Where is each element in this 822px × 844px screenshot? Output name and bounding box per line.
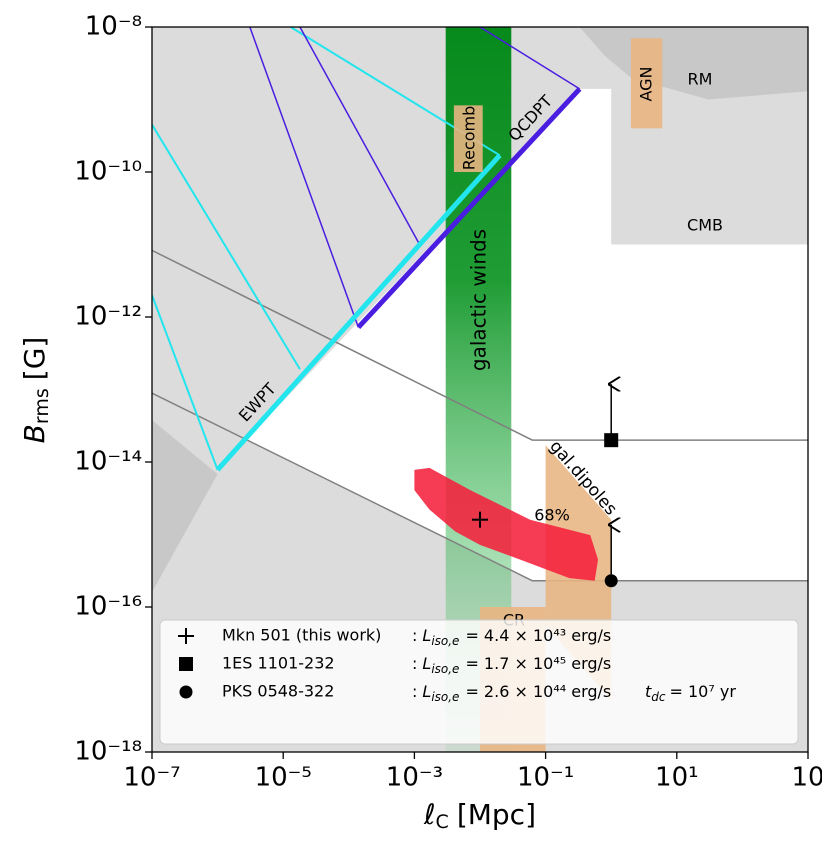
lum-text: = 2.6 × 10⁴⁴ erg/s bbox=[465, 682, 611, 701]
lum-symbol: L bbox=[422, 682, 431, 701]
extra-sub: dc bbox=[651, 690, 666, 704]
marker-square bbox=[604, 433, 619, 448]
y-tick-label: 10⁻¹² bbox=[74, 302, 142, 332]
constraint-line bbox=[152, 124, 301, 370]
lum-prefix: : bbox=[412, 682, 417, 701]
constraint-line bbox=[249, 27, 360, 328]
marker-plus bbox=[472, 511, 488, 528]
constraint-line bbox=[152, 249, 808, 441]
marker-circle bbox=[604, 574, 618, 588]
marker-circle bbox=[179, 685, 193, 699]
x-tick-label: 10¹ bbox=[655, 763, 699, 793]
lum-sub: iso,e bbox=[431, 634, 459, 648]
constraint-line bbox=[215, 153, 502, 472]
constraint-line bbox=[152, 392, 808, 582]
extra-symbol: t bbox=[645, 682, 652, 701]
plot-frame bbox=[151, 26, 809, 753]
constraint-region bbox=[152, 419, 218, 593]
legend-label: PKS 0548-322 bbox=[222, 682, 334, 701]
annotation: RM bbox=[688, 70, 713, 89]
x-unit: [Mpc] bbox=[457, 798, 536, 831]
x-axis-title: ℓC [Mpc] bbox=[423, 798, 536, 833]
y-symbol: B bbox=[18, 424, 51, 443]
x-tick-label: 10⁻⁷ bbox=[123, 763, 180, 793]
x-subscript: C bbox=[436, 811, 449, 833]
box-region bbox=[453, 105, 483, 172]
y-tick-label: 10⁻¹⁸ bbox=[74, 737, 142, 767]
legend-luminosity: : Liso,e = 1.7 × 10⁴⁵ erg/s bbox=[412, 654, 611, 676]
box-label: AGN bbox=[637, 66, 656, 101]
x-tick-label: 10⁻¹ bbox=[517, 763, 574, 793]
marker-plus bbox=[178, 628, 194, 644]
x-tick-label: 10⁻³ bbox=[386, 763, 443, 793]
lum-prefix: : bbox=[412, 654, 417, 673]
legend-label: 1ES 1101-232 bbox=[222, 654, 335, 673]
constraint-line bbox=[356, 87, 582, 330]
y-tick-label: 10⁻¹⁴ bbox=[74, 447, 142, 477]
y-tick-label: 10⁻⁸ bbox=[85, 12, 142, 42]
x-tick-label: 10 bbox=[791, 763, 822, 793]
y-axis-title: Brms [G] bbox=[18, 337, 53, 444]
lum-sub: iso,e bbox=[431, 662, 459, 676]
legend-luminosity: : Liso,e = 2.6 × 10⁴⁴ erg/s bbox=[412, 682, 611, 704]
x-tick-label: 10⁻⁵ bbox=[255, 763, 312, 793]
x-symbol: ℓ bbox=[423, 798, 436, 831]
box-label: Recomb bbox=[460, 106, 479, 171]
lum-text: = 1.7 × 10⁴⁵ erg/s bbox=[465, 654, 611, 673]
lum-symbol: L bbox=[422, 626, 431, 645]
constraint-line bbox=[152, 294, 219, 471]
overlay: Mkn 501 (this work): Liso,e = 4.4 × 10⁴³ e… bbox=[74, 12, 822, 793]
y-tick-label: 10⁻¹⁶ bbox=[74, 592, 142, 622]
patch bbox=[414, 467, 599, 581]
constraint-line bbox=[479, 27, 581, 90]
annotation: CMB bbox=[687, 216, 723, 235]
lum-text: = 4.4 × 10⁴³ erg/s bbox=[465, 626, 611, 645]
patch-label: 68% bbox=[534, 506, 570, 525]
y-tick-label: 10⁻¹⁰ bbox=[74, 157, 142, 187]
marker-square bbox=[179, 657, 193, 671]
lum-sub: iso,e bbox=[431, 690, 459, 704]
extra-text: = 10⁷ yr bbox=[670, 682, 737, 701]
constraint-line bbox=[299, 27, 421, 245]
lum-symbol: L bbox=[422, 654, 431, 673]
y-unit: [G] bbox=[18, 337, 51, 381]
legend-extra: tdc = 10⁷ yr bbox=[645, 682, 736, 704]
y-subscript: rms bbox=[31, 388, 53, 424]
legend-label: Mkn 501 (this work) bbox=[222, 626, 381, 645]
legend-luminosity: : Liso,e = 4.4 × 10⁴³ erg/s bbox=[412, 626, 611, 648]
box-region bbox=[630, 38, 663, 129]
band-label: galactic winds bbox=[467, 229, 491, 371]
constraint-region bbox=[245, 88, 808, 581]
legend-box bbox=[159, 619, 799, 745]
lum-prefix: : bbox=[412, 626, 417, 645]
